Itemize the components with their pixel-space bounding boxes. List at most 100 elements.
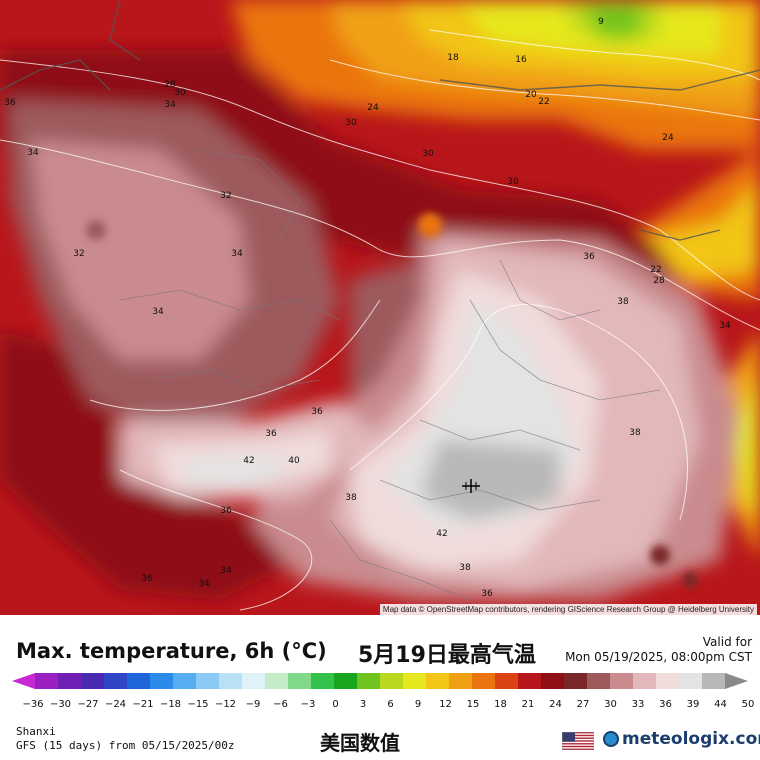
contour-label: 40 <box>288 456 300 466</box>
color-scale-tick-label: 6 <box>387 699 393 710</box>
color-scale-tick-label: 50 <box>742 699 755 710</box>
contour-label: 34 <box>231 249 243 259</box>
contour-label: 28 <box>164 80 176 90</box>
color-scale-swatch <box>265 673 289 689</box>
contour-label: 34 <box>152 307 164 317</box>
color-scale-swatch <box>196 673 220 689</box>
contour-label: 20 <box>525 90 537 100</box>
color-scale-tick-label: 36 <box>659 699 672 710</box>
contour-label: 32 <box>73 249 84 259</box>
color-scale-swatch <box>311 673 335 689</box>
legend-panel: Max. temperature, 6h (°C) 5月19日最高气温 Vali… <box>0 615 760 760</box>
model-run-label: GFS (15 days) from 05/15/2025/00z <box>16 739 235 752</box>
color-scale-tick-label: 15 <box>467 699 480 710</box>
color-scale-ticks: −36 −30 −27 −24 −21 −18 −15 −12 −9 −6 −3 0 3 6 9 12 15 18… <box>22 699 754 710</box>
temperature-map[interactable]: 9 18 16 20 22 24 24 28 30 34 36 34 30 30 30 32 32 34 36 22 2… <box>0 0 760 615</box>
color-scale-tick-label: −15 <box>187 699 208 710</box>
contour-label: 22 <box>538 97 549 107</box>
contour-label: 22 <box>650 265 661 275</box>
color-scale: −36 −30 −27 −24 −21 −18 −15 −12 −9 −6 −3 0 3 6 9 12 15 18… <box>12 673 754 710</box>
color-scale-swatch <box>679 673 703 689</box>
color-scale-tick-label: −27 <box>77 699 98 710</box>
color-scale-tick-label: −12 <box>215 699 236 710</box>
color-scale-swatch <box>725 673 748 689</box>
color-scale-swatch <box>472 673 496 689</box>
color-scale-bar <box>12 673 748 689</box>
region-label: Shanxi <box>16 725 56 738</box>
temperature-field <box>0 0 760 600</box>
contour-label: 16 <box>515 55 527 65</box>
color-scale-swatch <box>380 673 404 689</box>
color-scale-swatch <box>104 673 128 689</box>
source-label-cn: 美国数值 <box>320 731 400 755</box>
hot-spots <box>86 213 698 588</box>
map-attribution[interactable]: Map data © OpenStreetMap contributors, r… <box>379 604 757 615</box>
color-scale-tick-label: 0 <box>332 699 338 710</box>
color-scale-swatch <box>610 673 634 689</box>
color-scale-swatch <box>173 673 197 689</box>
contour-label: 30 <box>422 149 434 159</box>
contour-label: 38 <box>629 428 641 438</box>
color-scale-swatch <box>219 673 243 689</box>
contour-label: 34 <box>198 579 210 589</box>
province-borders <box>0 0 760 241</box>
color-scale-tick-label: −36 <box>22 699 43 710</box>
contour-label: 36 <box>311 407 323 417</box>
contour-label: 24 <box>662 133 674 143</box>
contour-label: 9 <box>598 17 604 27</box>
contour-label: 28 <box>653 276 665 286</box>
location-marker[interactable] <box>462 479 480 493</box>
us-flag-icon <box>562 732 594 750</box>
contour-label: 42 <box>436 529 447 539</box>
color-scale-swatch <box>150 673 174 689</box>
color-scale-swatch <box>702 673 726 689</box>
color-scale-swatch <box>127 673 151 689</box>
color-scale-swatch <box>449 673 473 689</box>
contour-label: 36 <box>265 429 277 439</box>
valid-label: Valid for <box>702 635 752 649</box>
color-scale-swatch <box>357 673 381 689</box>
color-scale-swatch <box>81 673 105 689</box>
contour-label: 24 <box>367 103 379 113</box>
color-scale-swatch <box>403 673 427 689</box>
color-scale-tick-label: −21 <box>132 699 153 710</box>
contour-label: 42 <box>243 456 254 466</box>
color-scale-swatch <box>633 673 657 689</box>
color-scale-swatch <box>242 673 266 689</box>
color-scale-swatch <box>587 673 611 689</box>
valid-time: Mon 05/19/2025, 08:00pm CST <box>565 650 752 664</box>
contour-label: 38 <box>617 297 629 307</box>
color-scale-tick-label: 21 <box>522 699 535 710</box>
chart-title: Max. temperature, 6h (°C) <box>16 639 327 663</box>
color-scale-swatch <box>495 673 519 689</box>
isotherm-lines <box>0 29 760 611</box>
contour-label: 34 <box>27 148 39 158</box>
contour-label: 34 <box>220 566 232 576</box>
color-scale-tick-label: 39 <box>687 699 700 710</box>
contour-label: 30 <box>345 118 357 128</box>
color-scale-tick-label: 27 <box>577 699 590 710</box>
admin-boundaries <box>119 149 661 601</box>
color-scale-tick-label: 33 <box>632 699 645 710</box>
color-scale-tick-label: −30 <box>50 699 71 710</box>
contour-label: 30 <box>507 177 519 187</box>
contour-label: 18 <box>447 53 459 63</box>
brand-logo[interactable]: meteologix.com <box>603 729 760 749</box>
meteologix-logo-icon <box>603 731 619 747</box>
color-scale-tick-label: 24 <box>549 699 562 710</box>
color-scale-tick-label: 18 <box>494 699 507 710</box>
brand-name: meteologix.com <box>622 729 760 749</box>
contour-label: 34 <box>164 100 176 110</box>
color-scale-tick-label: −3 <box>301 699 316 710</box>
color-scale-swatch <box>656 673 680 689</box>
color-scale-swatch <box>35 673 59 689</box>
contour-label: 36 <box>141 574 153 584</box>
chart-title-cn: 5月19日最高气温 <box>358 643 536 668</box>
color-scale-swatch <box>334 673 358 689</box>
color-scale-swatch <box>564 673 588 689</box>
contour-label: 38 <box>345 493 357 503</box>
color-scale-swatch <box>12 673 35 689</box>
color-scale-tick-label: 30 <box>604 699 617 710</box>
color-scale-tick-label: −18 <box>160 699 181 710</box>
